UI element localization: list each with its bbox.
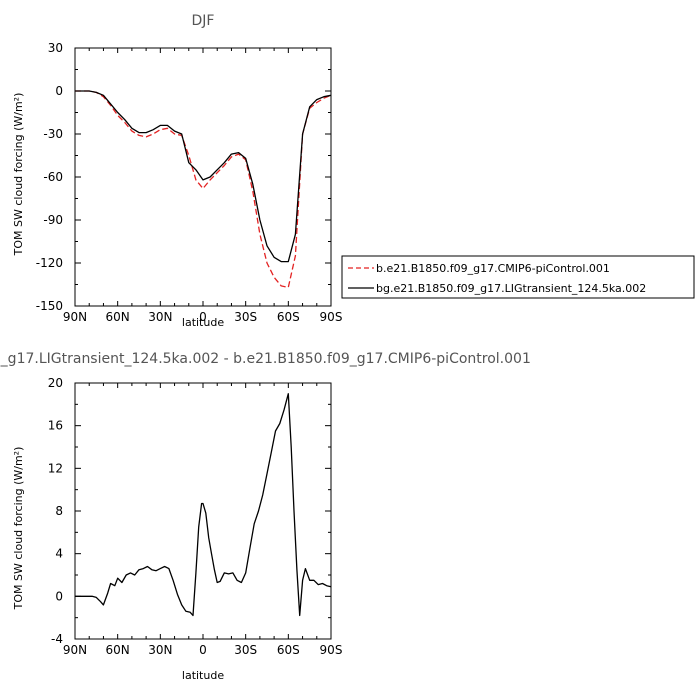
- top-x-tick-label: 30S: [234, 310, 257, 324]
- top-x-tick-label: 90N: [63, 310, 87, 324]
- bottom-y-tick-label: 8: [55, 504, 63, 518]
- top-series-line-1: [75, 90, 332, 263]
- bottom-y-tick-label: 0: [55, 589, 63, 603]
- bottom-y-tick-label: -4: [51, 632, 63, 646]
- top-y-tick-label: -30: [43, 127, 63, 141]
- top-x-tick-label: 30N: [148, 310, 172, 324]
- bottom-x-tick-label: 60S: [277, 643, 300, 657]
- bottom-y-tick-label: 12: [48, 461, 63, 475]
- top-chart-title: DJF: [192, 13, 215, 29]
- bottom-x-tick-label: 90N: [63, 643, 87, 657]
- top-x-tick-label: 90S: [320, 310, 343, 324]
- bottom-chart-title: bg.e21.B1850.f09_g17.LIGtransient_124.5k…: [0, 351, 531, 367]
- bottom-series-line-0: [75, 393, 332, 617]
- bottom-x-axis-label: latitude: [182, 669, 224, 682]
- top-y-tick-label: -120: [36, 256, 63, 270]
- top-series-line-0: [75, 90, 332, 289]
- legend: b.e21.B1850.f09_g17.CMIP6-piControl.001 …: [341, 255, 695, 299]
- top-series: [75, 90, 332, 289]
- top-x-tick-label: 60N: [106, 310, 130, 324]
- top-y-tick-label: -90: [43, 213, 63, 227]
- bottom-y-tick-label: 20: [48, 376, 63, 390]
- top-y-tick-label: -150: [36, 299, 63, 313]
- bottom-x-tick-label: 30N: [148, 643, 172, 657]
- bottom-x-tick-label: 0: [199, 643, 207, 657]
- bottom-y-tick-label: 16: [48, 419, 63, 433]
- top-axis-ticks: 90N 60N 30N 0 30S 60S 90S 30 0 -30 -60 -90 -120 -150: [36, 41, 343, 324]
- bottom-series: [75, 393, 332, 617]
- bottom-panel: bg.e21.B1850.f09_g17.LIGtransient_124.5k…: [0, 351, 531, 682]
- bottom-x-tick-label: 60N: [106, 643, 130, 657]
- bottom-y-axis-label: TOM SW cloud forcing (W/m²): [12, 447, 25, 611]
- top-y-tick-label: -60: [43, 170, 63, 184]
- legend-box: [341, 255, 695, 299]
- top-y-axis-label: TOM SW cloud forcing (W/m²): [12, 93, 25, 257]
- bottom-axis-ticks: 90N 60N 30N 0 30S 60S 90S 20 16 12 8 4 0 -4: [48, 376, 343, 657]
- legend-label-picontrol: b.e21.B1850.f09_g17.CMIP6-piControl.001: [376, 262, 610, 275]
- top-panel: DJF 90N 60N 30N 0 30S 60S 90S 30 0 -30 -60 -90 -120 -…: [12, 13, 342, 329]
- bottom-x-tick-label: 30S: [234, 643, 257, 657]
- top-x-axis-label: latitude: [182, 316, 224, 329]
- top-x-tick-label: 60S: [277, 310, 300, 324]
- legend-label-ligtransient: bg.e21.B1850.f09_g17.LIGtransient_124.5k…: [376, 282, 646, 295]
- bottom-y-tick-label: 4: [55, 547, 63, 561]
- top-y-tick-label: 0: [55, 84, 63, 98]
- top-x-tick-label: 0: [199, 310, 207, 324]
- top-y-tick-label: 30: [48, 41, 63, 55]
- bottom-x-tick-label: 90S: [320, 643, 343, 657]
- bottom-plot-frame: [74, 382, 332, 640]
